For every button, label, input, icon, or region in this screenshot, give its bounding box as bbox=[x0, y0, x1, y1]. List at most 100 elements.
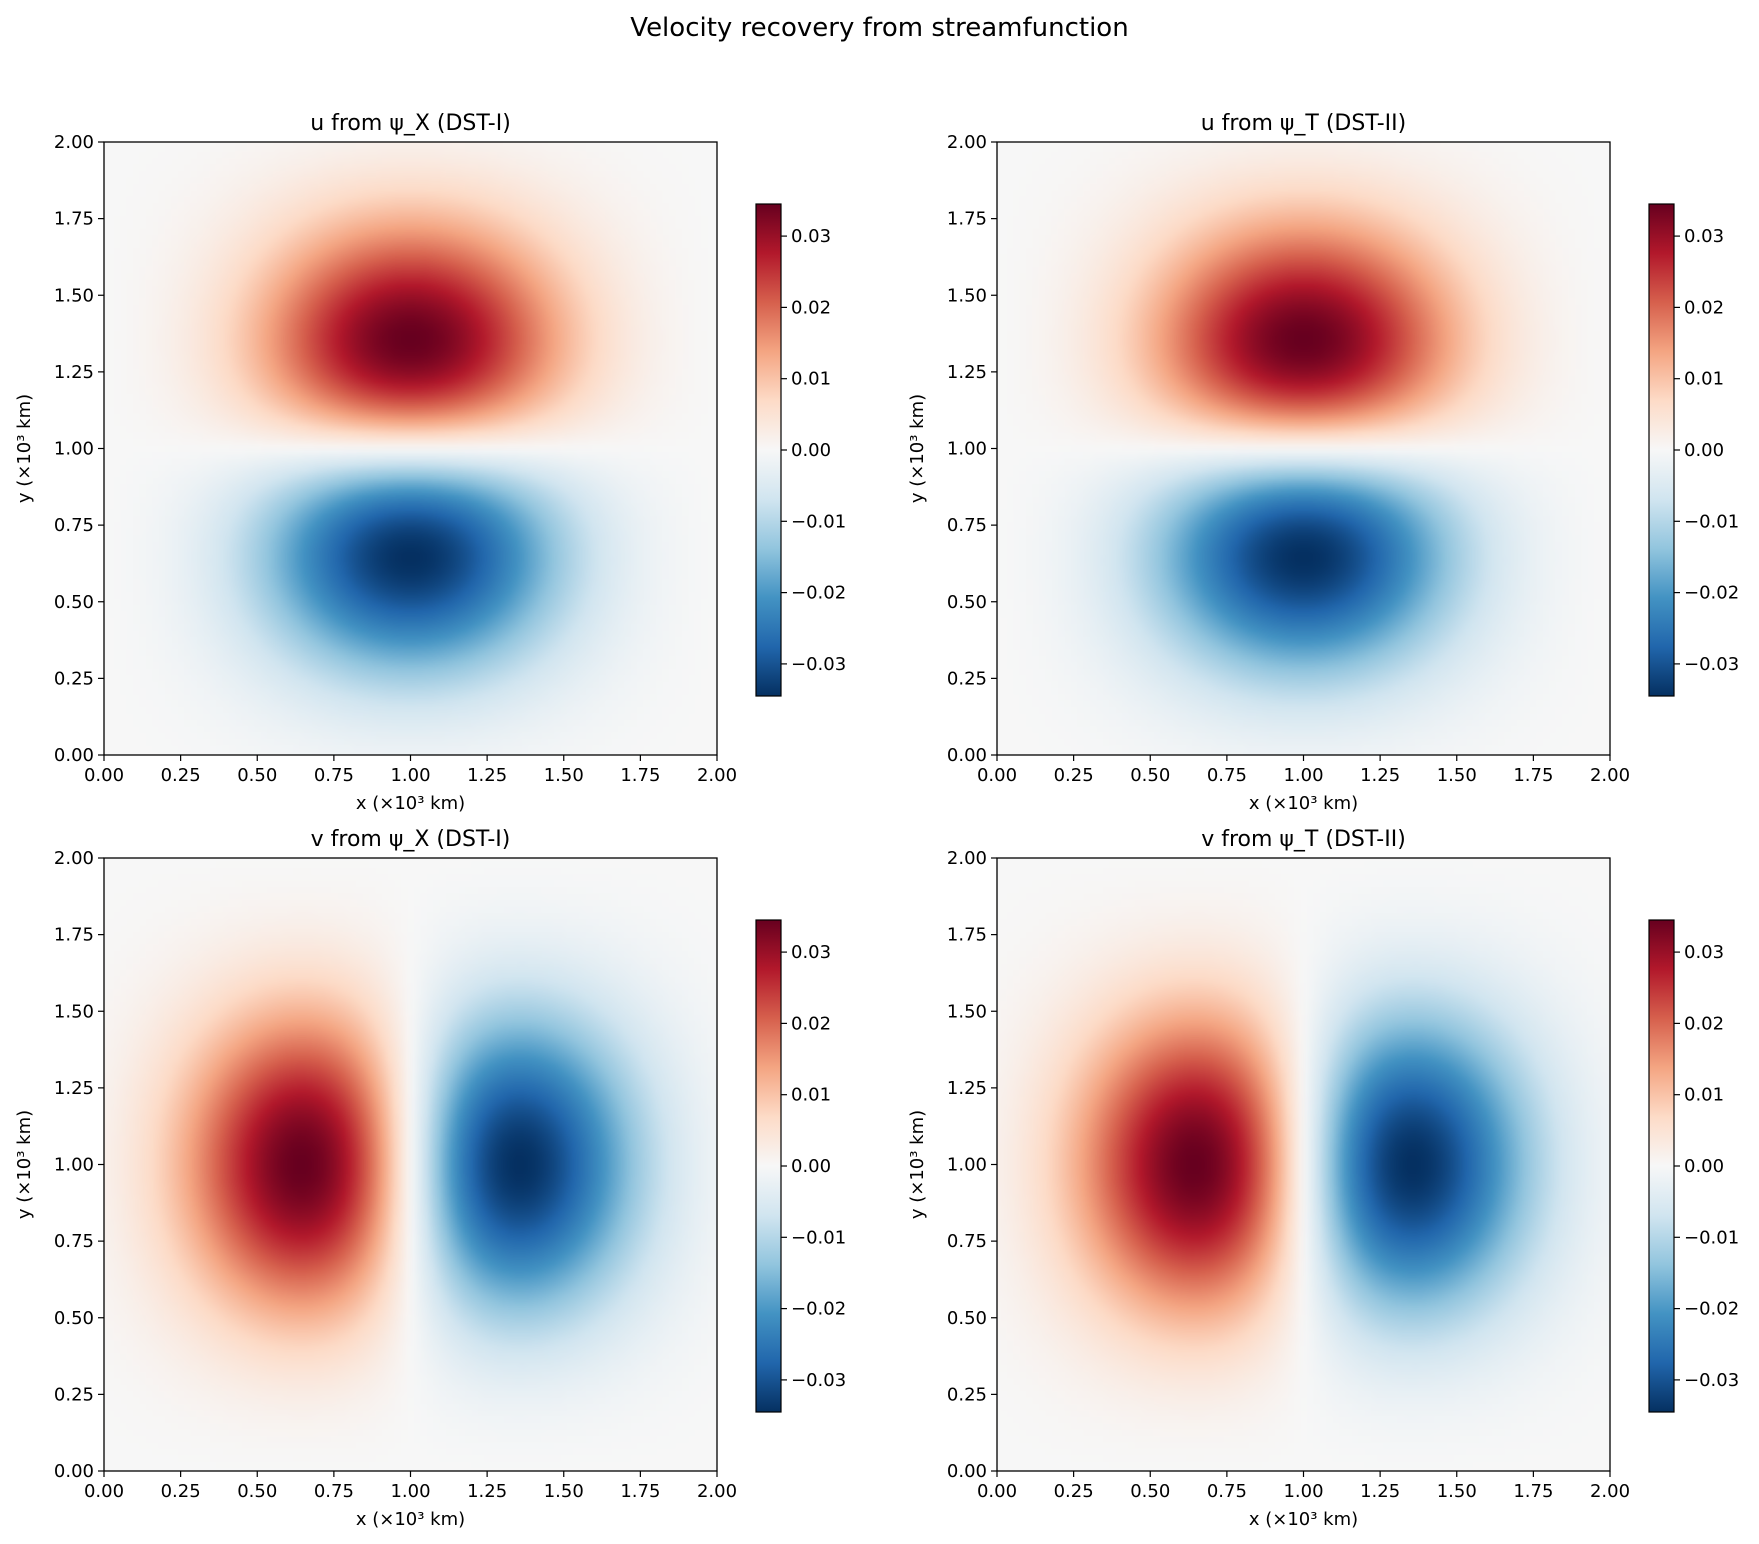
heatmap-image bbox=[997, 858, 1610, 1471]
colorbar-gradient bbox=[1649, 204, 1674, 696]
x-tick-label: 2.00 bbox=[1590, 765, 1630, 786]
colorbar-gradient bbox=[756, 204, 781, 696]
colorbar-tick-label: 0.01 bbox=[791, 369, 831, 390]
y-axis-label: y (×10³ km) bbox=[907, 1110, 928, 1219]
x-tick-label: 0.75 bbox=[314, 1481, 354, 1502]
heatmap-image bbox=[104, 142, 717, 755]
colorbar-tick-label: −0.02 bbox=[1684, 1299, 1739, 1320]
y-tick-label: 1.75 bbox=[54, 925, 94, 946]
figure-title: Velocity recovery from streamfunction bbox=[630, 13, 1128, 43]
colorbar: −0.03 −0.02 −0.01 0.00 0.01 0.02 0.03 bbox=[1648, 919, 1739, 1413]
colorbar-tick-label: 0.01 bbox=[791, 1085, 831, 1106]
y-tick-label: 0.25 bbox=[54, 668, 94, 689]
colorbar-gradient bbox=[1649, 920, 1674, 1412]
colorbar-tick-label: 0.02 bbox=[1684, 297, 1724, 318]
colorbar-tick-label: 0.02 bbox=[791, 297, 831, 318]
panel-4: v from ψ_T (DST-II) 0.00 0.25 0.50 0.75 1.00 1… bbox=[907, 827, 1739, 1530]
colorbar-tick-label: 0.01 bbox=[1684, 369, 1724, 390]
x-tick-label: 1.75 bbox=[1513, 1481, 1553, 1502]
y-tick-label: 2.00 bbox=[54, 132, 94, 153]
x-tick-label: 0.50 bbox=[1130, 765, 1170, 786]
colorbar-tick-label: 0.00 bbox=[1684, 1156, 1724, 1177]
x-tick-label: 0.25 bbox=[161, 765, 201, 786]
y-tick-label: 2.00 bbox=[54, 848, 94, 869]
y-tick-label: 0.25 bbox=[947, 668, 987, 689]
colorbar-tick-label: 0.02 bbox=[1684, 1013, 1724, 1034]
panel-title: v from ψ_T (DST-II) bbox=[1201, 827, 1406, 852]
x-tick-label: 1.25 bbox=[1360, 1481, 1400, 1502]
colorbar: −0.03 −0.02 −0.01 0.00 0.01 0.02 0.03 bbox=[1648, 203, 1739, 697]
x-tick-label: 1.75 bbox=[1513, 765, 1553, 786]
y-axis-label: y (×10³ km) bbox=[14, 394, 35, 503]
x-axis-label: x (×10³ km) bbox=[1249, 1509, 1358, 1530]
panels: u from ψ_X (DST-I) 0.00 0.25 0.50 0.75 1.00 1.… bbox=[14, 111, 1739, 1530]
colorbar: −0.03 −0.02 −0.01 0.00 0.01 0.02 0.03 bbox=[755, 919, 846, 1413]
colorbar-tick-label: −0.03 bbox=[1684, 654, 1739, 675]
y-tick-label: 1.75 bbox=[947, 925, 987, 946]
y-tick-label: 1.00 bbox=[947, 1155, 987, 1176]
colorbar-tick-label: −0.02 bbox=[1684, 583, 1739, 604]
colorbar-tick-label: −0.01 bbox=[791, 1227, 846, 1248]
colorbar-tick-label: 0.03 bbox=[791, 226, 831, 247]
y-tick-label: 0.75 bbox=[947, 1231, 987, 1252]
x-tick-label: 1.25 bbox=[467, 765, 507, 786]
y-tick-label: 0.00 bbox=[947, 1461, 987, 1482]
y-tick-label: 0.75 bbox=[54, 515, 94, 536]
x-tick-label: 2.00 bbox=[697, 765, 737, 786]
colorbar-tick-label: 0.00 bbox=[791, 1156, 831, 1177]
y-tick-label: 0.25 bbox=[54, 1384, 94, 1405]
y-tick-label: 1.50 bbox=[54, 285, 94, 306]
colorbar-tick-label: −0.02 bbox=[791, 1299, 846, 1320]
x-tick-label: 1.00 bbox=[1283, 1481, 1323, 1502]
x-tick-label: 0.75 bbox=[1207, 765, 1247, 786]
panel-3: v from ψ_X (DST-I) 0.00 0.25 0.50 0.75 1.00 1.… bbox=[14, 827, 846, 1530]
y-tick-label: 0.25 bbox=[947, 1384, 987, 1405]
x-tick-label: 0.00 bbox=[84, 1481, 124, 1502]
x-axis-label: x (×10³ km) bbox=[356, 793, 465, 814]
x-tick-label: 0.00 bbox=[977, 765, 1017, 786]
y-tick-label: 1.25 bbox=[947, 362, 987, 383]
colorbar-tick-label: 0.00 bbox=[791, 440, 831, 461]
x-axis-label: x (×10³ km) bbox=[1249, 793, 1358, 814]
x-tick-label: 2.00 bbox=[697, 1481, 737, 1502]
colorbar-tick-label: −0.02 bbox=[791, 583, 846, 604]
panel-1: u from ψ_X (DST-I) 0.00 0.25 0.50 0.75 1.00 1.… bbox=[14, 111, 846, 814]
y-tick-label: 1.50 bbox=[947, 285, 987, 306]
x-tick-label: 1.50 bbox=[544, 765, 584, 786]
colorbar-tick-label: 0.02 bbox=[791, 1013, 831, 1034]
x-axis-label: x (×10³ km) bbox=[356, 1509, 465, 1530]
x-tick-label: 1.00 bbox=[390, 1481, 430, 1502]
y-tick-label: 2.00 bbox=[947, 132, 987, 153]
y-tick-label: 0.00 bbox=[54, 745, 94, 766]
x-tick-label: 1.00 bbox=[1283, 765, 1323, 786]
x-tick-label: 1.25 bbox=[1360, 765, 1400, 786]
x-tick-label: 0.25 bbox=[1054, 765, 1094, 786]
y-tick-label: 1.00 bbox=[54, 439, 94, 460]
colorbar-tick-label: 0.00 bbox=[1684, 440, 1724, 461]
x-tick-label: 1.75 bbox=[620, 1481, 660, 1502]
y-axis-label: y (×10³ km) bbox=[907, 394, 928, 503]
x-tick-label: 0.25 bbox=[161, 1481, 201, 1502]
y-tick-label: 0.50 bbox=[947, 1308, 987, 1329]
x-tick-label: 0.50 bbox=[1130, 1481, 1170, 1502]
colorbar-tick-label: −0.01 bbox=[1684, 1227, 1739, 1248]
y-tick-label: 1.50 bbox=[947, 1001, 987, 1022]
y-tick-label: 0.00 bbox=[54, 1461, 94, 1482]
panel-title: u from ψ_T (DST-II) bbox=[1201, 111, 1406, 136]
y-tick-label: 1.75 bbox=[54, 209, 94, 230]
x-tick-label: 0.50 bbox=[237, 1481, 277, 1502]
y-tick-label: 2.00 bbox=[947, 848, 987, 869]
y-tick-label: 1.00 bbox=[947, 439, 987, 460]
colorbar-tick-label: −0.01 bbox=[791, 511, 846, 532]
colorbar-tick-label: 0.03 bbox=[1684, 226, 1724, 247]
y-tick-label: 0.50 bbox=[947, 592, 987, 613]
y-tick-label: 1.00 bbox=[54, 1155, 94, 1176]
colorbar-tick-label: −0.03 bbox=[1684, 1370, 1739, 1391]
x-tick-label: 1.50 bbox=[1437, 1481, 1477, 1502]
colorbar-tick-label: −0.03 bbox=[791, 654, 846, 675]
y-tick-label: 0.50 bbox=[54, 592, 94, 613]
y-tick-label: 1.75 bbox=[947, 209, 987, 230]
heatmap-image bbox=[997, 142, 1610, 755]
y-tick-label: 0.75 bbox=[947, 515, 987, 536]
